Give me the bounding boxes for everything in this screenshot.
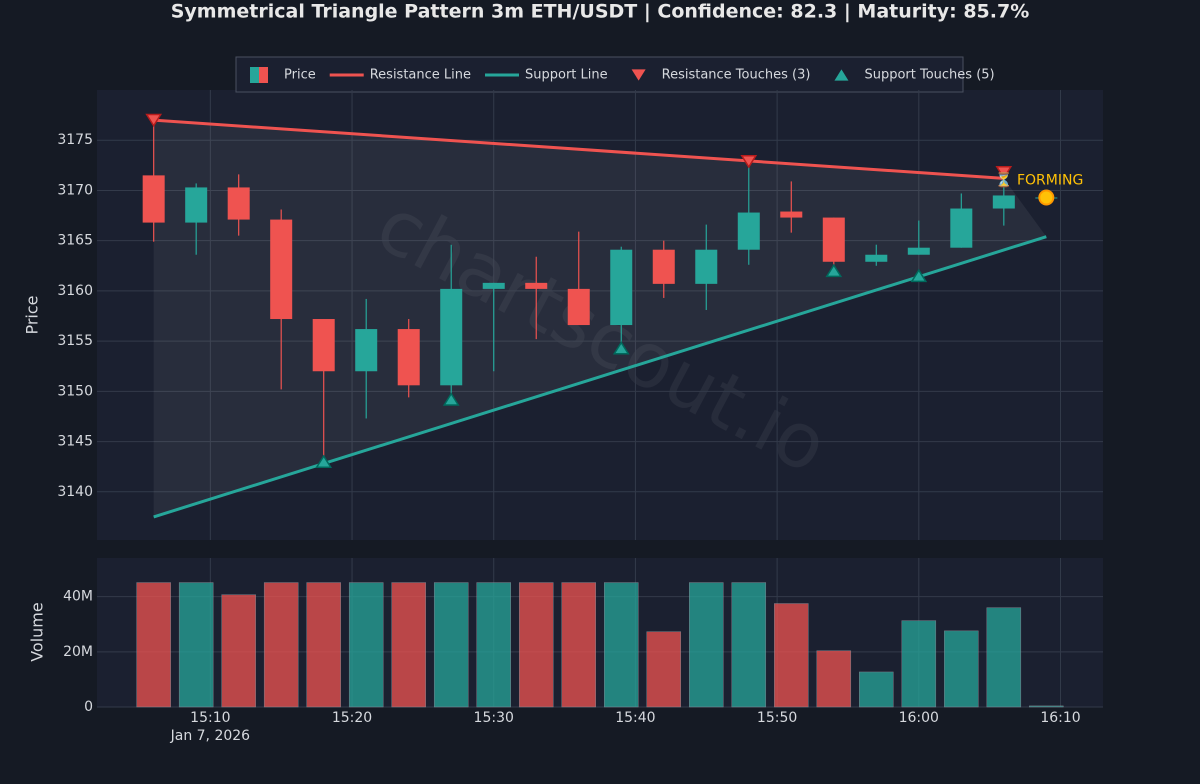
candle-body xyxy=(482,282,505,289)
volume-bar xyxy=(901,620,937,708)
candle-body xyxy=(185,187,208,223)
y-tick-label: 3170 xyxy=(57,182,93,198)
legend-swatch xyxy=(250,67,259,83)
y-axis-label: Price xyxy=(23,295,42,334)
volume-bar xyxy=(391,582,426,708)
x-tick-label: 15:30 xyxy=(474,710,514,726)
x-tick-label: 15:10 xyxy=(190,710,230,726)
legend-swatch xyxy=(259,67,268,83)
x-tick-label: 15:20 xyxy=(332,710,372,726)
candle-body xyxy=(440,288,463,386)
volume-bar xyxy=(986,607,1022,708)
volume-bar xyxy=(476,582,511,708)
volume-bar xyxy=(348,582,384,708)
chart-title: Symmetrical Triangle Pattern 3m ETH/USDT… xyxy=(171,1,1030,23)
y-tick-label: 3175 xyxy=(57,132,93,148)
volume-bar xyxy=(646,631,682,708)
y-tick-label: 3155 xyxy=(57,333,93,349)
candle-body xyxy=(780,211,803,218)
touch-marker xyxy=(145,113,163,128)
candle-body xyxy=(270,219,293,320)
candle-body xyxy=(950,208,973,248)
x-tick-label: 15:40 xyxy=(615,710,655,726)
volume-bar xyxy=(221,594,256,708)
touch-marker xyxy=(740,154,758,169)
x-tick-label: 15:50 xyxy=(757,710,797,726)
candle-body xyxy=(142,175,165,223)
y-tick-label: 3160 xyxy=(57,283,93,299)
candle-body xyxy=(695,249,718,284)
touch-marker xyxy=(315,454,333,469)
candle-body xyxy=(822,217,845,262)
current-price xyxy=(1038,189,1055,206)
volume-bar xyxy=(816,650,852,708)
candle-body xyxy=(992,195,1015,209)
candle-body xyxy=(355,329,378,372)
x-date-label: Jan 7, 2026 xyxy=(170,728,251,744)
x-tick-label: 16:00 xyxy=(899,710,939,726)
volume-bar xyxy=(136,582,171,708)
legend-label: Resistance Touches (3) xyxy=(662,68,811,83)
annotation: ⏳ FORMING xyxy=(995,171,1083,188)
price-panel xyxy=(97,90,1103,540)
y-tick-label: 3145 xyxy=(57,434,93,450)
candle-body xyxy=(525,282,548,289)
y-tick-label: 3140 xyxy=(57,484,93,500)
x-tick-label: 16:10 xyxy=(1040,710,1080,726)
touch-marker xyxy=(995,166,1013,180)
volume-bar xyxy=(263,582,299,708)
touch-marker xyxy=(612,341,630,355)
volume-bar xyxy=(689,582,724,708)
trend-line xyxy=(153,235,1047,519)
volume-bar xyxy=(518,582,554,708)
touch-marker xyxy=(442,392,460,406)
candle-body xyxy=(865,254,888,262)
volume-tick-label: 20M xyxy=(63,644,93,660)
legend-label: Support Line xyxy=(525,68,608,83)
candle-body xyxy=(610,249,633,326)
touch-marker xyxy=(910,268,928,283)
candle-body xyxy=(312,319,335,372)
candle-body xyxy=(652,249,675,284)
legend-label: Price xyxy=(284,68,316,83)
volume-tick-label: 0 xyxy=(84,699,93,715)
volume-bar xyxy=(774,603,809,708)
candle-body xyxy=(567,288,590,326)
y-tick-label: 3165 xyxy=(57,233,93,249)
y-tick-label: 3150 xyxy=(57,383,93,399)
candle-body xyxy=(737,212,760,250)
candle-body xyxy=(397,329,420,386)
legend-label: Support Touches (5) xyxy=(864,68,994,83)
volume-bar xyxy=(944,630,979,708)
touch-marker xyxy=(825,263,843,278)
volume-bar xyxy=(561,582,596,708)
candle-body xyxy=(907,247,930,255)
volume-bar xyxy=(604,582,639,708)
volume-bar xyxy=(1029,705,1064,708)
trend-line xyxy=(153,118,1004,180)
legend-swatch xyxy=(631,69,646,81)
volume-bar xyxy=(306,582,341,708)
volume-axis-label: Volume xyxy=(28,602,47,662)
volume-bar xyxy=(731,582,767,708)
candle-body xyxy=(227,187,250,220)
volume-bar xyxy=(859,671,894,708)
volume-bar xyxy=(178,582,214,708)
legend-label: Resistance Line xyxy=(370,68,471,83)
volume-bar xyxy=(433,582,469,708)
legend-swatch xyxy=(834,69,849,81)
volume-tick-label: 40M xyxy=(63,589,93,605)
